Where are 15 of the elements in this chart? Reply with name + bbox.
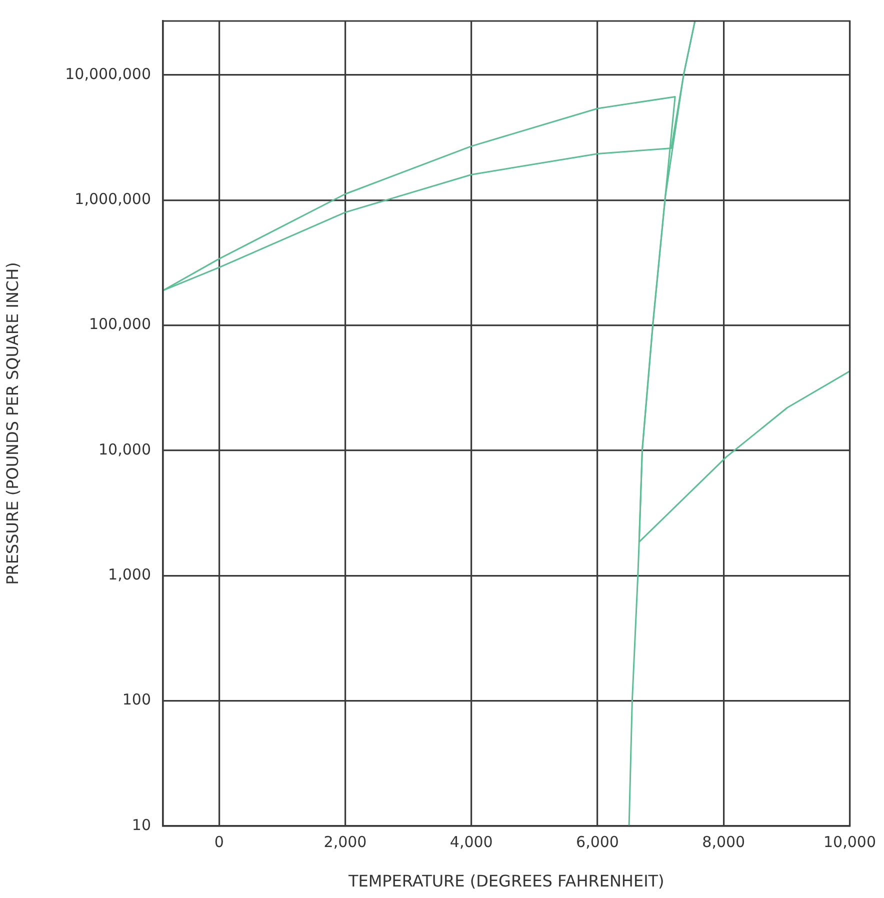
y-tick-label: 10,000,000 xyxy=(65,64,151,83)
y-tick-label: 100,000 xyxy=(88,315,151,334)
x-tick-label: 2,000 xyxy=(324,832,367,851)
y-axis-title: PRESSURE (POUNDS PER SQUARE INCH) xyxy=(2,262,22,585)
x-axis-title: TEMPERATURE (DEGREES FAHRENHEIT) xyxy=(347,872,664,891)
y-tick-label: 1,000 xyxy=(108,566,151,584)
y-tick-label: 1,000,000 xyxy=(74,190,151,208)
x-tick-label: 8,000 xyxy=(702,832,746,851)
x-tick-label: 0 xyxy=(214,832,224,851)
y-tick-label: 10,000 xyxy=(98,440,151,458)
y-tick-label: 100 xyxy=(122,690,151,709)
x-tick-label: 4,000 xyxy=(450,832,493,851)
x-tick-label: 6,000 xyxy=(576,832,619,851)
y-tick-label: 10 xyxy=(132,816,151,834)
x-tick-label: 10,000 xyxy=(824,832,876,851)
